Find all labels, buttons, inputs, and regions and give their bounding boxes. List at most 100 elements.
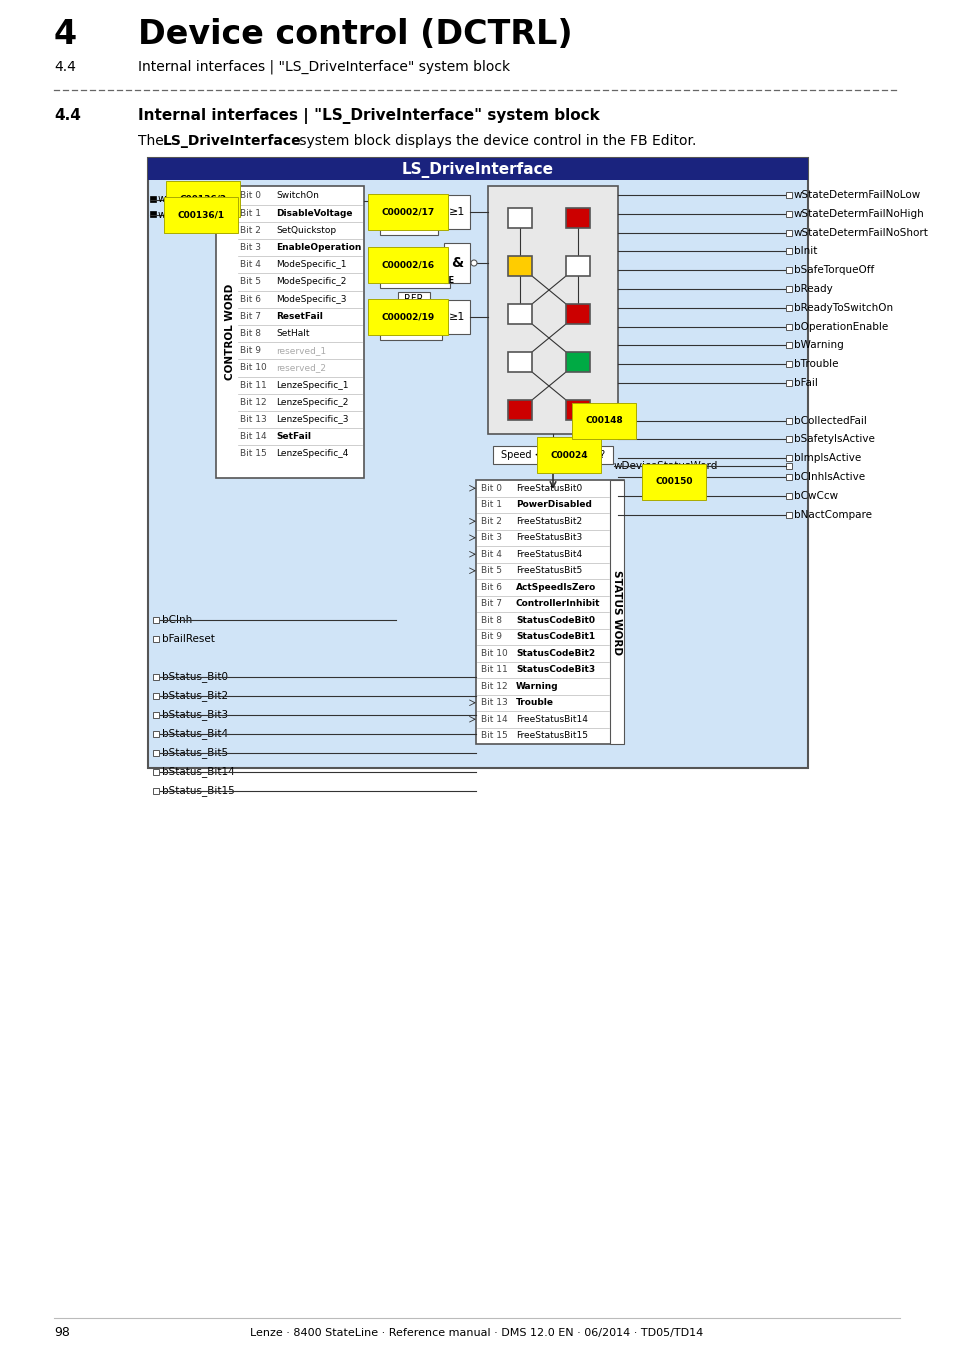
Bar xyxy=(148,158,807,180)
Text: bStatus_Bit2: bStatus_Bit2 xyxy=(162,691,228,702)
Text: Device control (DCTRL): Device control (DCTRL) xyxy=(138,18,572,51)
Text: DisableVoltage: DisableVoltage xyxy=(275,209,352,217)
Text: Warning: Warning xyxy=(516,682,558,691)
Text: Bit 12: Bit 12 xyxy=(480,682,507,691)
Text: C00002/17: C00002/17 xyxy=(381,208,435,216)
Text: 4: 4 xyxy=(54,18,77,51)
Text: ⊗: ⊗ xyxy=(608,418,617,428)
Text: 5: 5 xyxy=(573,355,581,369)
Bar xyxy=(785,379,791,386)
Text: ActSpeedIsZero: ActSpeedIsZero xyxy=(516,583,596,591)
Text: C00002/16: C00002/16 xyxy=(381,261,435,270)
Text: wStateDetermFailNoShort: wStateDetermFailNoShort xyxy=(793,228,928,238)
Text: StatusCodeBit0: StatusCodeBit0 xyxy=(516,616,595,625)
Text: C00136/1: C00136/1 xyxy=(177,211,224,220)
Text: ModeSpecific_3: ModeSpecific_3 xyxy=(275,294,346,304)
Text: ≥1: ≥1 xyxy=(448,312,465,323)
Text: ModeSpecific_2: ModeSpecific_2 xyxy=(275,278,346,286)
Text: LenzeSpecific_3: LenzeSpecific_3 xyxy=(275,414,348,424)
Bar xyxy=(785,324,791,329)
Circle shape xyxy=(471,261,476,266)
Text: Bit 0: Bit 0 xyxy=(240,192,261,201)
Text: Bit 7: Bit 7 xyxy=(480,599,501,609)
Text: bStatus_Bit15: bStatus_Bit15 xyxy=(162,786,234,796)
Text: FreeStatusBit14: FreeStatusBit14 xyxy=(516,714,587,724)
Bar xyxy=(152,693,159,699)
Bar xyxy=(785,463,791,468)
Text: Bit 14: Bit 14 xyxy=(480,714,507,724)
Text: bCwCcw: bCwCcw xyxy=(793,491,838,501)
Text: Bit 1: Bit 1 xyxy=(480,501,501,509)
Text: StatusCodeBit2: StatusCodeBit2 xyxy=(516,649,595,657)
Bar xyxy=(152,617,159,622)
Bar xyxy=(379,271,450,288)
Text: Bit 9: Bit 9 xyxy=(480,632,501,641)
Bar xyxy=(785,305,791,310)
Text: Bit 5: Bit 5 xyxy=(240,278,261,286)
Text: STATUS WORD: STATUS WORD xyxy=(612,570,621,655)
Text: PowerDisabled: PowerDisabled xyxy=(516,501,591,509)
Bar xyxy=(785,474,791,481)
Bar xyxy=(785,286,791,292)
Text: Bit 3: Bit 3 xyxy=(240,243,261,252)
Text: bImpIsActive: bImpIsActive xyxy=(793,454,861,463)
Bar xyxy=(785,512,791,517)
Bar xyxy=(609,481,623,744)
Text: 11: 11 xyxy=(569,212,586,224)
Text: LenzeSpecific_4: LenzeSpecific_4 xyxy=(275,450,348,459)
Bar xyxy=(785,417,791,424)
Text: bFail: bFail xyxy=(793,378,817,387)
Text: Bit 12: Bit 12 xyxy=(240,398,266,406)
Text: Bit 0: Bit 0 xyxy=(480,483,501,493)
Bar xyxy=(785,267,791,273)
Bar xyxy=(565,256,589,275)
Text: 98: 98 xyxy=(54,1327,70,1339)
Text: FreeStatusBit15: FreeStatusBit15 xyxy=(516,732,587,740)
Bar xyxy=(785,343,791,348)
Bar xyxy=(488,186,618,433)
Bar xyxy=(379,324,441,340)
Text: Bit 8: Bit 8 xyxy=(240,329,261,338)
Bar xyxy=(785,493,791,498)
Bar xyxy=(507,400,532,420)
Bar xyxy=(152,674,159,680)
Text: 4.4: 4.4 xyxy=(54,108,81,123)
Text: Bit 6: Bit 6 xyxy=(240,294,261,304)
Text: bReadyToSwitchOn: bReadyToSwitchOn xyxy=(793,302,892,313)
Text: FreeStatusBit4: FreeStatusBit4 xyxy=(516,549,581,559)
Text: bSafetyIsActive: bSafetyIsActive xyxy=(793,435,874,444)
Text: bInit: bInit xyxy=(793,247,817,256)
Bar xyxy=(565,400,589,420)
Bar xyxy=(507,208,532,228)
Bar xyxy=(379,219,437,235)
Text: ENABLE/DISABLE: ENABLE/DISABLE xyxy=(375,275,454,285)
Text: FreeStatusBit2: FreeStatusBit2 xyxy=(516,517,581,525)
Text: SetQuickstop: SetQuickstop xyxy=(275,225,335,235)
Text: 3: 3 xyxy=(516,308,524,320)
Text: wDeviceStatusWord: wDeviceStatusWord xyxy=(614,460,718,471)
Bar xyxy=(152,711,159,718)
Text: Bit 13: Bit 13 xyxy=(240,414,267,424)
Bar xyxy=(476,481,623,744)
Text: bTrouble: bTrouble xyxy=(793,359,838,369)
Text: Bit 7: Bit 7 xyxy=(240,312,261,321)
Text: CONTROL WORD: CONTROL WORD xyxy=(225,284,234,381)
Text: C00136/2: C00136/2 xyxy=(179,194,226,204)
Text: EnableOperation: EnableOperation xyxy=(275,243,361,252)
Text: wMCIControl: wMCIControl xyxy=(158,211,224,220)
Text: LenzeSpecific_1: LenzeSpecific_1 xyxy=(275,381,348,390)
Text: &: & xyxy=(451,256,462,270)
Bar xyxy=(785,362,791,367)
Text: Bit 13: Bit 13 xyxy=(480,698,507,707)
Text: bStatus_Bit3: bStatus_Bit3 xyxy=(162,710,228,721)
Text: FreeStatusBit5: FreeStatusBit5 xyxy=(516,566,581,575)
Text: system block displays the device control in the FB Editor.: system block displays the device control… xyxy=(294,134,696,148)
Text: reserved_1: reserved_1 xyxy=(275,347,326,355)
Text: bSafeTorqueOff: bSafeTorqueOff xyxy=(793,265,873,275)
Bar xyxy=(785,230,791,236)
Text: bOperationEnable: bOperationEnable xyxy=(793,321,887,332)
Text: bCollectedFail: bCollectedFail xyxy=(793,416,866,425)
Bar xyxy=(785,192,791,198)
Text: bCInhIsActive: bCInhIsActive xyxy=(793,472,864,482)
Text: wCANControl: wCANControl xyxy=(158,194,227,204)
